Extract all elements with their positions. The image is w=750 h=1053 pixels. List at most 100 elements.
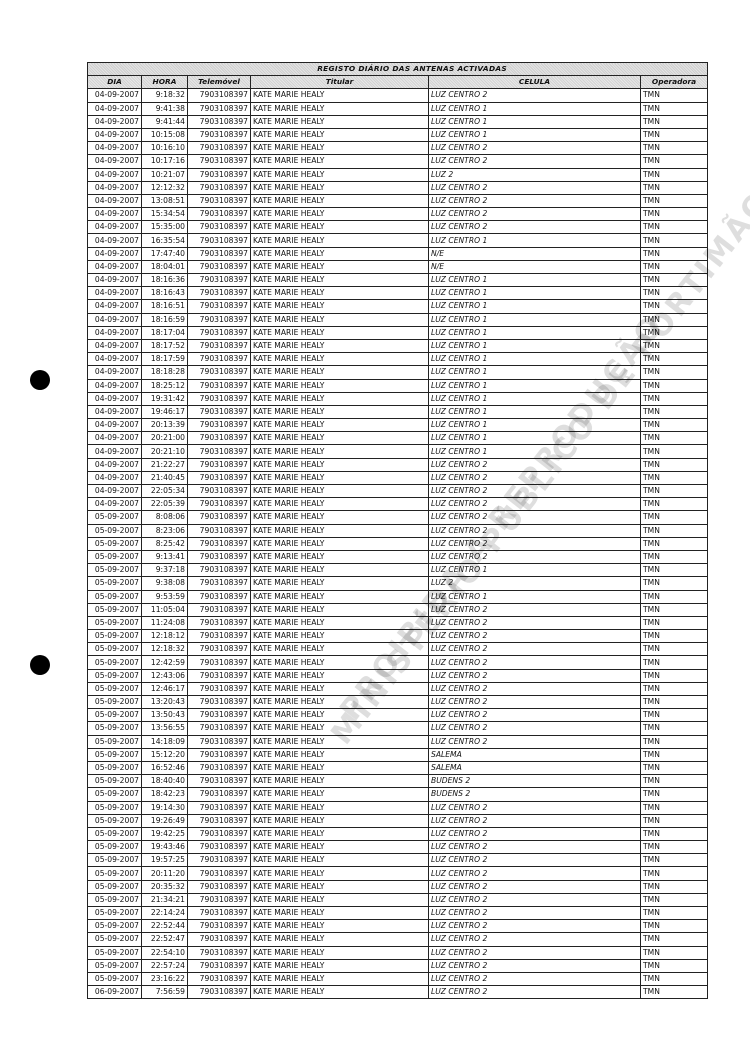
- cell-telemovel: 7903108397: [187, 259, 251, 275]
- table-row: 05-09-2007 9:37:18 7903108397 KATE MARIE HE…: [87, 563, 709, 578]
- cell-telemovel: 7903108397: [187, 312, 251, 327]
- cell-telemovel: 7903108397: [187, 114, 251, 129]
- cell-telemovel: 7903108397: [187, 642, 251, 657]
- cell-celula: N/E: [428, 259, 641, 275]
- table-row: 04-09-2007 15:35:00 7903108397 KATE MARIE H…: [87, 220, 709, 235]
- cell-dia: 04-09-2007: [87, 101, 142, 116]
- cell-operadora: TMN: [639, 523, 709, 538]
- table-row: 04-09-2007 20:21:00 7903108397 KATE MARIE H…: [87, 431, 709, 446]
- cell-operadora: TMN: [639, 259, 709, 275]
- table-row: 05-09-2007 23:16:22 7903108397 KATE MARIE H…: [87, 971, 709, 987]
- cell-titular: KATE MARIE HEALY: [250, 668, 429, 683]
- table-row: 05-09-2007 13:50:43 7903108397 KATE MARIE H…: [87, 708, 709, 723]
- antenna-log-table: REGISTO DIÁRIO DAS ANTENAS ACTIVADAS DIA…: [86, 61, 709, 1000]
- cell-dia: 04-09-2007: [87, 286, 142, 301]
- cell-dia: 04-09-2007: [87, 457, 142, 472]
- cell-titular: KATE MARIE HEALY: [250, 286, 429, 301]
- cell-hora: 15:12:20: [141, 747, 188, 762]
- cell-hora: 9:41:38: [141, 101, 188, 116]
- cell-operadora: TMN: [639, 470, 709, 486]
- cell-celula: LUZ CENTRO 2: [428, 615, 641, 631]
- table-row: 05-09-2007 8:08:06 7903108397 KATE MARIE HE…: [87, 510, 709, 525]
- table-row: 04-09-2007 22:05:39 7903108397 KATE MARIE H…: [87, 497, 709, 512]
- cell-hora: 9:18:32: [141, 88, 188, 103]
- cell-titular: KATE MARIE HEALY: [250, 840, 429, 855]
- cell-dia: 05-09-2007: [87, 563, 142, 578]
- cell-titular: KATE MARIE HEALY: [250, 101, 429, 116]
- cell-titular: KATE MARIE HEALY: [250, 958, 429, 973]
- cell-titular: KATE MARIE HEALY: [250, 642, 429, 657]
- cell-telemovel: 7903108397: [187, 774, 251, 789]
- cell-celula: LUZ CENTRO 2: [428, 879, 641, 894]
- cell-hora: 21:22:27: [141, 457, 188, 472]
- cell-telemovel: 7903108397: [187, 866, 251, 881]
- cell-dia: 04-09-2007: [87, 352, 142, 367]
- table-row: 05-09-2007 14:18:09 7903108397 KATE MARIE H…: [87, 734, 709, 749]
- cell-titular: KATE MARIE HEALY: [250, 272, 429, 288]
- cell-hora: 19:26:49: [141, 813, 188, 828]
- table-title: REGISTO DIÁRIO DAS ANTENAS ACTIVADAS: [86, 61, 709, 77]
- cell-operadora: TMN: [639, 404, 709, 420]
- cell-hora: 23:16:22: [141, 971, 188, 987]
- cell-telemovel: 7903108397: [187, 747, 251, 762]
- table-row: 04-09-2007 18:17:52 7903108397 KATE MARIE H…: [87, 338, 709, 354]
- cell-hora: 18:16:51: [141, 299, 188, 314]
- cell-operadora: TMN: [639, 207, 709, 222]
- cell-telemovel: 7903108397: [187, 892, 251, 908]
- cell-celula: SALEMA: [428, 747, 641, 762]
- cell-dia: 05-09-2007: [87, 971, 142, 987]
- cell-celula: LUZ CENTRO 2: [428, 602, 641, 617]
- table-row: 05-09-2007 18:40:40 7903108397 KATE MARIE H…: [87, 774, 709, 789]
- cell-telemovel: 7903108397: [187, 840, 251, 855]
- cell-operadora: TMN: [639, 668, 709, 683]
- table-row: 04-09-2007 13:08:51 7903108397 KATE MARIE H…: [87, 193, 709, 209]
- cell-telemovel: 7903108397: [187, 325, 251, 340]
- cell-operadora: TMN: [639, 378, 709, 393]
- cell-titular: KATE MARIE HEALY: [250, 853, 429, 868]
- cell-telemovel: 7903108397: [187, 352, 251, 367]
- cell-titular: KATE MARIE HEALY: [250, 246, 429, 261]
- cell-telemovel: 7903108397: [187, 457, 251, 472]
- cell-celula: LUZ CENTRO 2: [428, 457, 641, 472]
- cell-operadora: TMN: [639, 958, 709, 973]
- table-row: 04-09-2007 18:17:59 7903108397 KATE MARIE H…: [87, 352, 709, 367]
- cell-telemovel: 7903108397: [187, 589, 251, 604]
- cell-dia: 05-09-2007: [87, 932, 142, 947]
- cell-dia: 05-09-2007: [87, 655, 142, 670]
- table-row: 05-09-2007 22:52:44 7903108397 KATE MARIE H…: [87, 919, 709, 934]
- table-row: 04-09-2007 17:47:40 7903108397 KATE MARIE H…: [87, 246, 709, 261]
- cell-dia: 04-09-2007: [87, 338, 142, 354]
- cell-titular: KATE MARIE HEALY: [250, 536, 429, 551]
- cell-dia: 05-09-2007: [87, 958, 142, 973]
- cell-dia: 05-09-2007: [87, 760, 142, 776]
- cell-telemovel: 7903108397: [187, 365, 251, 380]
- cell-celula: LUZ CENTRO 2: [428, 207, 641, 222]
- cell-celula: LUZ CENTRO 2: [428, 681, 641, 697]
- cell-hora: 13:56:55: [141, 721, 188, 736]
- cell-telemovel: 7903108397: [187, 919, 251, 934]
- table-row: 05-09-2007 13:20:43 7903108397 KATE MARIE H…: [87, 694, 709, 710]
- cell-titular: KATE MARIE HEALY: [250, 747, 429, 762]
- cell-dia: 05-09-2007: [87, 642, 142, 657]
- cell-celula: LUZ CENTRO 1: [428, 378, 641, 393]
- cell-telemovel: 7903108397: [187, 826, 251, 842]
- cell-dia: 05-09-2007: [87, 787, 142, 802]
- cell-titular: KATE MARIE HEALY: [250, 589, 429, 604]
- table-row: 05-09-2007 22:52:47 7903108397 KATE MARIE H…: [87, 932, 709, 947]
- cell-operadora: TMN: [639, 813, 709, 828]
- cell-telemovel: 7903108397: [187, 708, 251, 723]
- cell-dia: 05-09-2007: [87, 721, 142, 736]
- cell-dia: 04-09-2007: [87, 114, 142, 129]
- cell-dia: 05-09-2007: [87, 800, 142, 815]
- cell-operadora: TMN: [639, 338, 709, 354]
- cell-celula: LUZ CENTRO 1: [428, 286, 641, 301]
- table-row: 05-09-2007 8:23:06 7903108397 KATE MARIE HE…: [87, 523, 709, 538]
- cell-celula: LUZ CENTRO 2: [428, 800, 641, 815]
- cell-hora: 16:52:46: [141, 760, 188, 776]
- cell-celula: LUZ CENTRO 2: [428, 642, 641, 657]
- cell-celula: LUZ CENTRO 1: [428, 404, 641, 420]
- table-row: 04-09-2007 10:21:07 7903108397 KATE MARIE H…: [87, 167, 709, 182]
- cell-dia: 04-09-2007: [87, 141, 142, 156]
- cell-operadora: TMN: [639, 866, 709, 881]
- cell-titular: KATE MARIE HEALY: [250, 193, 429, 209]
